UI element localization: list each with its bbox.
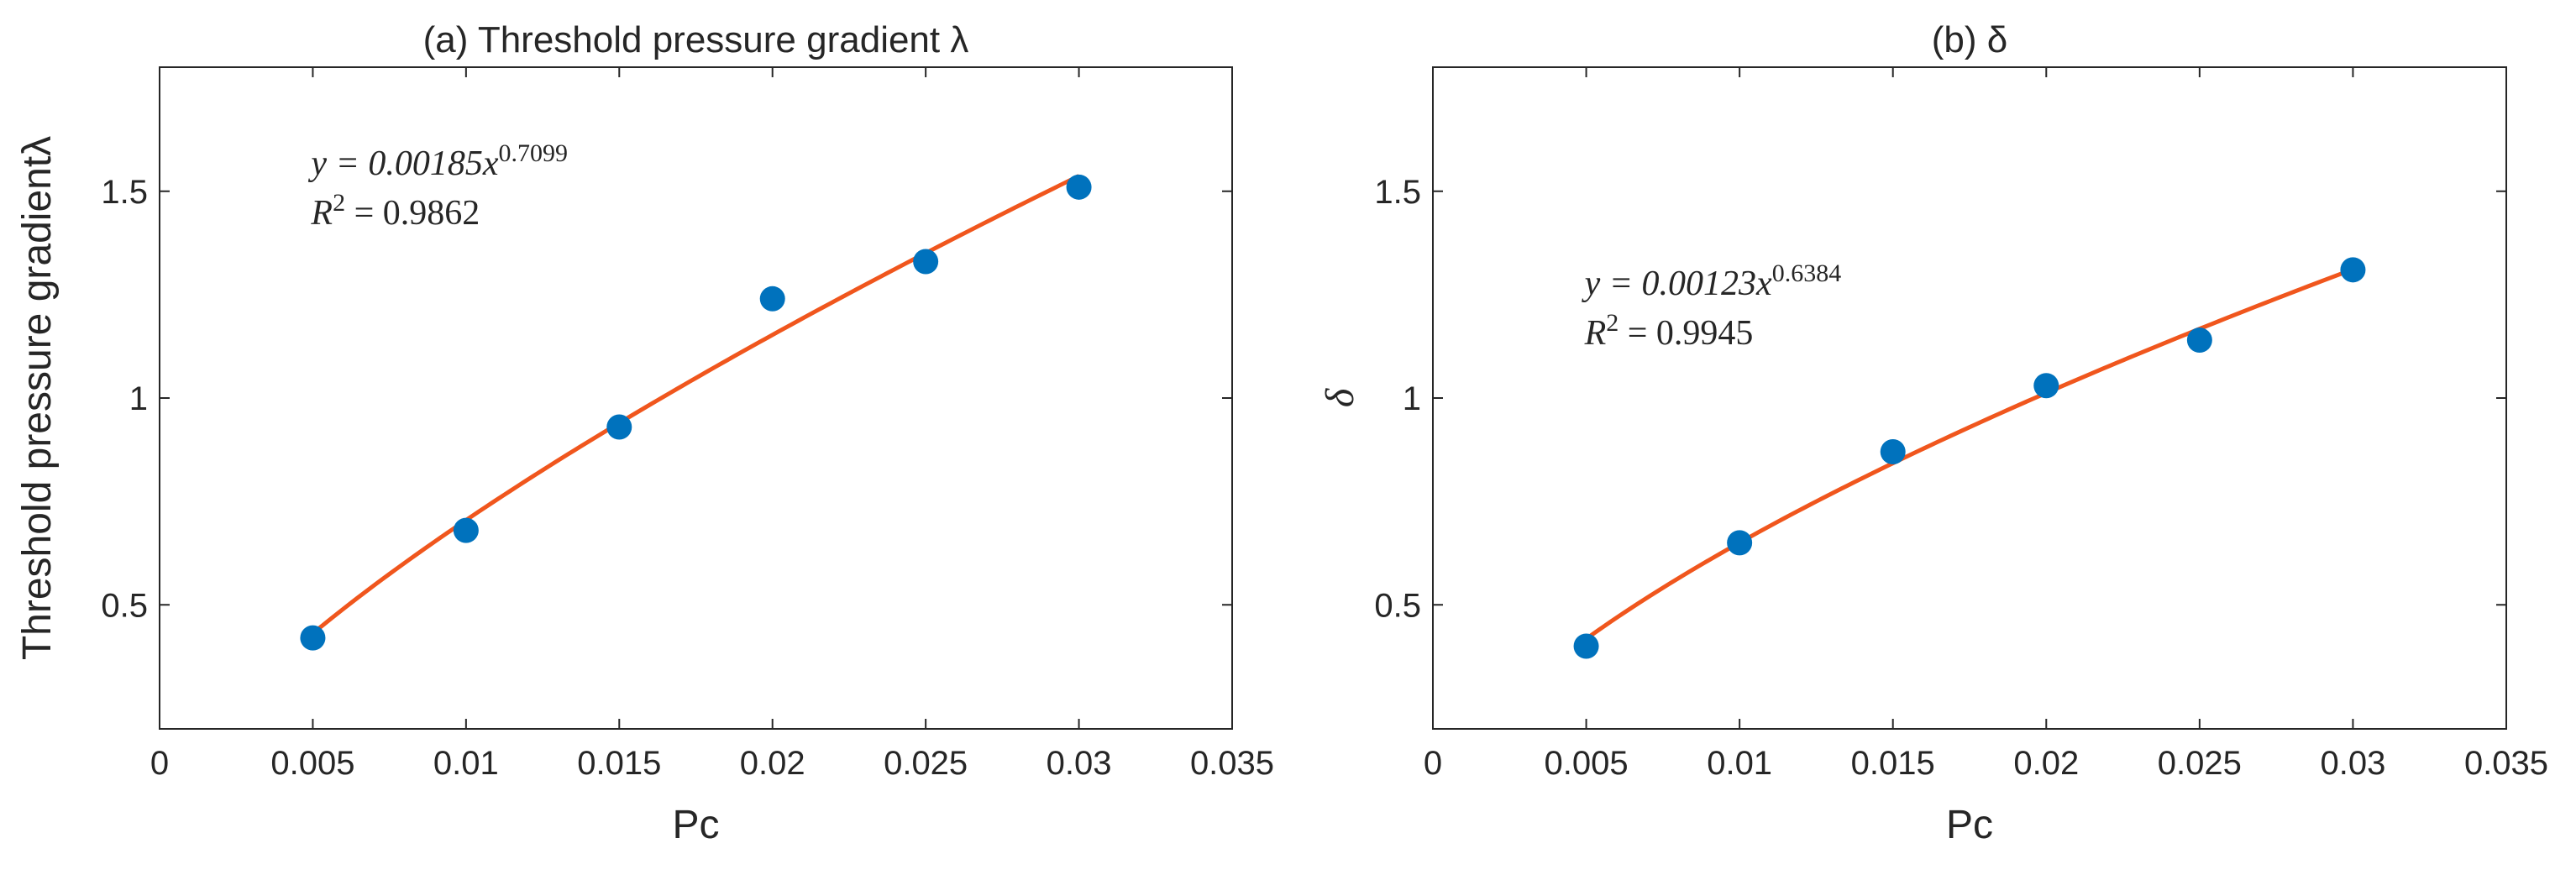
fit-curve — [312, 176, 1078, 633]
r-squared: R2 = 0.9862 — [310, 189, 480, 233]
data-point — [1574, 634, 1599, 659]
chart-title: (a) Threshold pressure gradient λ — [423, 19, 969, 60]
panel-a: 0 0.005 0.01 0.015 0.02 0.025 0.03 0.035 0.5 1 1.5… — [15, 19, 1274, 847]
panel-b: 0 0.005 0.01 0.015 0.02 0.025 0.03 0.035 0.5 1 1.5… — [1318, 19, 2548, 847]
x-tick-label: 0.015 — [577, 745, 661, 782]
x-tick-label: 0.035 — [1190, 745, 1274, 782]
data-point — [606, 414, 632, 439]
x-tick-label: 0 — [1424, 745, 1442, 782]
x-axis-label: Pc — [1946, 803, 1993, 847]
fit-equation: y = 0.00123x0.6384 — [1582, 259, 1842, 303]
y-axis-label: Threshold pressure gradientλ — [15, 136, 60, 660]
fit-equation: y = 0.00185x0.7099 — [307, 139, 568, 183]
axes-box — [1433, 67, 2506, 729]
data-point — [913, 249, 938, 274]
x-tick-label: 0.025 — [2158, 745, 2242, 782]
x-tick-label: 0.015 — [1851, 745, 1935, 782]
data-point — [2187, 327, 2212, 353]
x-tick-label: 0.03 — [2320, 745, 2385, 782]
data-point — [2340, 257, 2365, 282]
y-tick-label: 0.5 — [1374, 587, 1421, 624]
x-tick-label: 0.02 — [740, 745, 805, 782]
data-point — [760, 286, 785, 312]
x-axis-label: Pc — [672, 803, 719, 847]
data-point — [1067, 175, 1092, 200]
x-tick-label: 0.025 — [884, 745, 968, 782]
data-point — [454, 518, 479, 543]
x-tick-label: 0.01 — [1707, 745, 1772, 782]
y-axis-label: δ — [1318, 388, 1362, 407]
y-tick-label: 1.5 — [101, 174, 148, 211]
y-tick-label: 0.5 — [101, 587, 148, 624]
x-tick-label: 0.01 — [433, 745, 499, 782]
x-tick-label: 0.03 — [1047, 745, 1112, 782]
y-tick-label: 1.5 — [1374, 174, 1421, 211]
y-tick-label: 1 — [1403, 380, 1421, 417]
r-squared: R2 = 0.9945 — [1584, 309, 1754, 353]
x-tick-label: 0.005 — [270, 745, 354, 782]
data-point — [1727, 530, 1752, 555]
chart-title: (b) δ — [1932, 19, 2008, 60]
data-point — [300, 626, 325, 651]
x-tick-label: 0 — [150, 745, 169, 782]
x-tick-label: 0.035 — [2464, 745, 2548, 782]
x-tick-label: 0.005 — [1545, 745, 1629, 782]
data-point — [1881, 439, 1906, 464]
y-tick-label: 1 — [129, 380, 148, 417]
x-tick-label: 0.02 — [2013, 745, 2079, 782]
data-point — [2033, 373, 2059, 398]
